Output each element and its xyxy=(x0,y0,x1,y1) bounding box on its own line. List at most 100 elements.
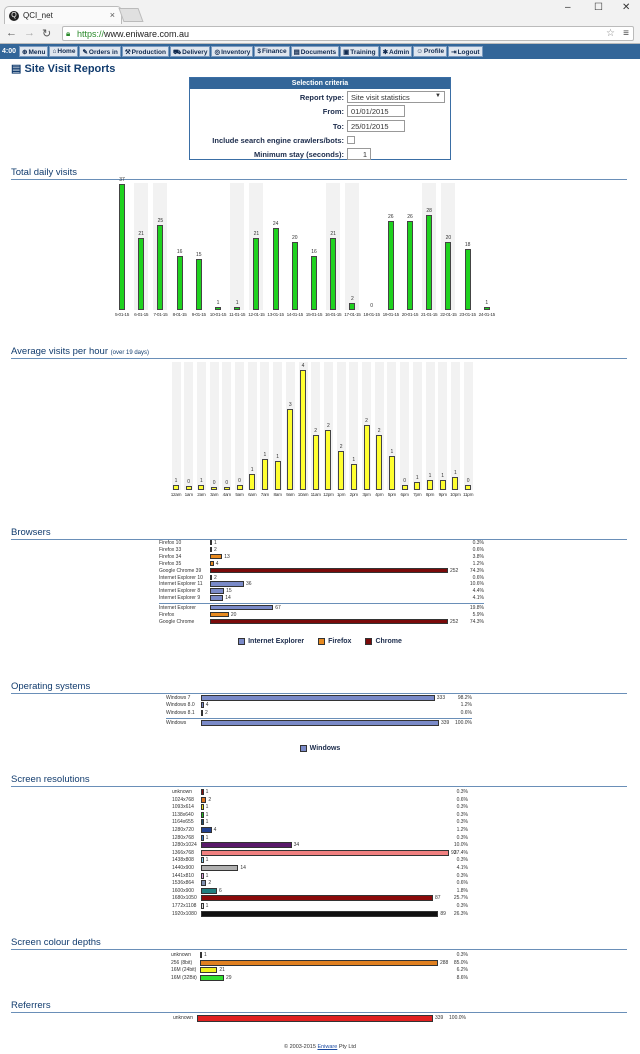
nav-inventory[interactable]: ◎Inventory xyxy=(211,46,254,57)
from-date-input[interactable]: 01/01/2015 xyxy=(347,105,405,117)
chart-bar xyxy=(223,487,230,490)
bar-value-label: 15 xyxy=(226,588,232,595)
row-label: 1093x614 xyxy=(172,804,194,811)
nav-menu[interactable]: ⊕Menu xyxy=(19,46,49,57)
bar-value-label: 1 xyxy=(205,811,209,818)
nav-home[interactable]: ⌂Home xyxy=(49,46,79,57)
browser-menu-icon[interactable]: ≡ xyxy=(623,28,629,39)
nav-production[interactable]: ⚒Production xyxy=(121,46,169,57)
bar-background xyxy=(196,362,206,490)
home-icon: ⌂ xyxy=(52,48,57,55)
back-icon[interactable]: ← xyxy=(6,27,17,39)
bar-value-label: 1 xyxy=(205,789,209,795)
bar-value-label: 2 xyxy=(327,423,330,429)
new-tab-button[interactable] xyxy=(118,8,144,22)
nav-label-training: Training xyxy=(350,49,376,56)
minimize-icon[interactable]: – xyxy=(565,2,571,13)
bar-value-label: 18 xyxy=(464,241,471,248)
hourly-note: (over 19 days) xyxy=(110,350,149,356)
footer-copy: © 2003-2015 xyxy=(284,1044,316,1050)
chart-bar xyxy=(201,865,239,872)
os-chart: Windows 7 333 98.2% Windows 8.0 4 1.2% Windows… xyxy=(0,695,640,760)
nav-label-production: Production xyxy=(131,49,166,56)
bar-value-label: 339 xyxy=(441,720,450,727)
bar-value-label: 20 xyxy=(230,612,237,618)
section-screen-title: Screen resolutions xyxy=(11,774,90,785)
chart-bar xyxy=(119,184,125,310)
chart-bar xyxy=(201,872,204,879)
close-window-icon[interactable]: ✕ xyxy=(622,2,631,13)
section-os-title: Operating systems xyxy=(11,681,91,692)
bar-value-label: 26 xyxy=(388,214,394,221)
chart-bar xyxy=(210,605,274,611)
nav-admin[interactable]: ✱Admin xyxy=(379,46,413,57)
x-tick-label: 4pm xyxy=(375,492,384,497)
nav-logout[interactable]: ⇥Logout xyxy=(448,46,483,57)
bookmark-star-icon[interactable]: ☆ xyxy=(606,28,615,39)
bar-background xyxy=(374,362,384,490)
section-daily-title: Total daily visits xyxy=(11,167,77,178)
x-tick-label: 7am xyxy=(260,492,270,497)
legend-swatch xyxy=(365,637,373,645)
close-tab-icon[interactable]: × xyxy=(109,10,115,20)
x-tick-label: 11am xyxy=(310,492,321,497)
nav-documents[interactable]: ▤Documents xyxy=(290,46,340,57)
row-label: 1280x768 xyxy=(172,834,194,841)
to-date-input[interactable]: 25/01/2015 xyxy=(347,120,405,132)
nav-orders-in[interactable]: ✎Orders in xyxy=(79,46,121,57)
min-stay-input[interactable]: 1 xyxy=(347,148,371,160)
footer-link[interactable]: Eniware xyxy=(317,1044,338,1050)
hourly-visits-chart: 1 12am 0 1am 1 2am 0 3am 0 4am 0 5am 1 6am 1 7am 1 8am 3 9a… xyxy=(0,362,640,500)
bar-value-label: 14 xyxy=(240,865,246,871)
maximize-icon[interactable]: ☐ xyxy=(594,2,603,13)
tab-title: QCI_net xyxy=(23,11,53,20)
bar-value-label: 1 xyxy=(263,451,267,458)
browser-tab[interactable]: Q QCI_net × xyxy=(4,6,122,24)
chart-bar xyxy=(249,474,256,490)
bar-background xyxy=(400,362,410,490)
chart-bar xyxy=(201,827,212,834)
chart-bar xyxy=(338,450,345,490)
percent-label: 0.3% xyxy=(456,804,468,811)
bar-background xyxy=(450,362,460,490)
legend-item: Chrome xyxy=(365,637,402,645)
percent-label: 0.3% xyxy=(456,872,468,879)
bar-value-label: 13 xyxy=(224,553,230,560)
legend-swatch xyxy=(238,637,246,645)
bar-value-label: 28 xyxy=(426,207,432,214)
nav-profile[interactable]: ☺Profile xyxy=(413,46,448,57)
crawlers-checkbox[interactable] xyxy=(347,136,355,144)
bar-value-label: 20 xyxy=(292,234,298,241)
report-type-label: Report type: xyxy=(299,93,344,102)
bar-value-label: 0 xyxy=(403,477,406,484)
bar-value-label: 0 xyxy=(187,479,191,486)
row-label: Windows xyxy=(166,720,187,727)
chart-bar xyxy=(201,811,204,818)
chart-legend: Windows xyxy=(0,744,640,752)
x-tick-label: 22-01-15 xyxy=(440,312,457,317)
report-type-select[interactable]: Site visit statistics ▼ xyxy=(347,91,445,103)
bar-value-label: 37 xyxy=(119,177,125,183)
section-browsers: Browsers xyxy=(11,527,627,540)
x-tick-label: 5am xyxy=(235,492,244,497)
to-label: To: xyxy=(332,122,344,131)
url-scheme: https:// xyxy=(77,29,105,39)
nav-training[interactable]: ▣Training xyxy=(340,46,379,57)
chart-bar xyxy=(311,255,317,310)
chart-bar xyxy=(452,476,459,490)
nav-delivery[interactable]: ⛟Delivery xyxy=(169,46,211,57)
bar-value-label: 36 xyxy=(246,581,252,588)
x-tick-label: 10am xyxy=(297,492,309,497)
reload-icon[interactable]: ↻ xyxy=(42,28,52,40)
chart-bar xyxy=(363,424,370,490)
percent-label: 0.3% xyxy=(456,819,468,826)
forward-icon[interactable]: → xyxy=(24,27,35,39)
x-tick-label: 5-01-15 xyxy=(114,312,130,317)
x-tick-label: 13-01-15 xyxy=(267,312,284,317)
bar-value-label: 0 xyxy=(466,477,470,484)
address-bar[interactable]: 🔒︎ https://www.eniware.com.au ☆ ≡ xyxy=(62,26,634,41)
chart-bar xyxy=(201,796,207,803)
bar-value-label: 34 xyxy=(293,842,300,849)
section-colour: Screen colour depths xyxy=(11,937,627,950)
nav-finance[interactable]: $Finance xyxy=(254,46,290,57)
